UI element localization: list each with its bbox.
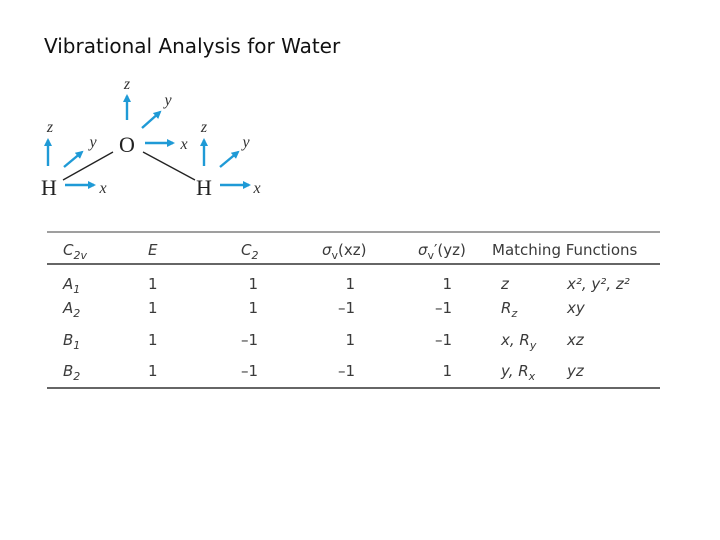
- table-cell: σv(xz): [322, 241, 367, 262]
- axis-label: z: [123, 76, 131, 93]
- bond: [142, 151, 196, 181]
- table-cell: A2: [62, 299, 80, 320]
- cell-text: A: [62, 275, 73, 293]
- subscript: 2: [73, 307, 80, 320]
- table-cell: yz: [566, 362, 585, 380]
- table-cell: 1: [345, 275, 355, 293]
- table-rules: [47, 231, 660, 389]
- cell-text: σ: [418, 241, 428, 259]
- table-cell: –1: [241, 331, 258, 349]
- cell-text: (xz): [338, 241, 366, 259]
- cell-text: A: [62, 299, 73, 317]
- table-cell: 1: [148, 275, 158, 293]
- subscript: z: [510, 307, 517, 320]
- cell-text: x, R: [500, 331, 530, 349]
- table-cell: z: [500, 275, 510, 293]
- table-cell: Rz: [501, 299, 517, 320]
- table-cell: B1: [63, 331, 80, 352]
- table-cell: –1: [338, 299, 355, 317]
- table-cell: C2: [241, 241, 258, 262]
- axis-label: x: [252, 180, 260, 197]
- title: Vibrational Analysis for Water: [44, 34, 341, 58]
- subscript: v: [332, 249, 339, 262]
- table-cell: 1: [148, 331, 158, 349]
- table-cell: x, Ry: [500, 331, 537, 352]
- axis-label: y: [162, 92, 172, 109]
- cell-text: C: [63, 241, 74, 259]
- table-cell: 1: [345, 331, 355, 349]
- table-cell: y, Rx: [500, 362, 536, 383]
- table-cell: E: [148, 241, 158, 259]
- water-diagram: [44, 94, 251, 189]
- table-cell: –1: [338, 362, 355, 380]
- cell-text: σ: [322, 241, 332, 259]
- cell-text: C: [241, 241, 252, 259]
- atom: H: [196, 175, 212, 200]
- atom: O: [119, 132, 135, 157]
- cell-text: ′(yz): [434, 241, 466, 259]
- table-cell: xy: [566, 299, 586, 317]
- axis-label: x: [179, 136, 187, 153]
- table-cell: 1: [148, 362, 158, 380]
- axis-label: y: [240, 134, 250, 151]
- bond: [62, 151, 114, 181]
- axis-arrow: [219, 150, 240, 168]
- table-cell: σv′(yz): [418, 241, 466, 262]
- subscript: 2: [73, 370, 80, 383]
- table-cell: 1: [442, 275, 452, 293]
- table-cell: 1: [248, 275, 258, 293]
- axis-label: x: [98, 180, 106, 197]
- table-cell: –1: [241, 362, 258, 380]
- subscript: x: [528, 370, 536, 383]
- table-cell: 1: [442, 362, 452, 380]
- axis-label: z: [200, 119, 208, 136]
- cell-text: B: [63, 362, 73, 380]
- cell-text: R: [501, 299, 511, 317]
- axis-arrow: [63, 150, 84, 168]
- table-cell: –1: [435, 331, 452, 349]
- table-cell: x², y², z²: [566, 275, 630, 293]
- subscript: 1: [73, 283, 80, 296]
- subscript: 2: [251, 249, 258, 262]
- cell-text: B: [63, 331, 73, 349]
- cell-text: y, R: [500, 362, 529, 380]
- axis-label: z: [46, 119, 54, 136]
- table-cell: B2: [63, 362, 80, 383]
- table-cell: xz: [566, 331, 585, 349]
- table-cell: –1: [435, 299, 452, 317]
- atom: H: [41, 175, 57, 200]
- table-cell: 1: [148, 299, 158, 317]
- axis-arrow: [141, 110, 162, 129]
- axis-label: y: [87, 134, 97, 151]
- subscript: y: [529, 339, 537, 352]
- table-cell: C2v: [63, 241, 87, 262]
- table-cell: Matching Functions: [492, 241, 638, 259]
- subscript: v: [428, 249, 435, 262]
- subscript: 2v: [73, 249, 87, 262]
- table-cell: 1: [248, 299, 258, 317]
- table-cell: A1: [62, 275, 80, 296]
- subscript: 1: [73, 339, 80, 352]
